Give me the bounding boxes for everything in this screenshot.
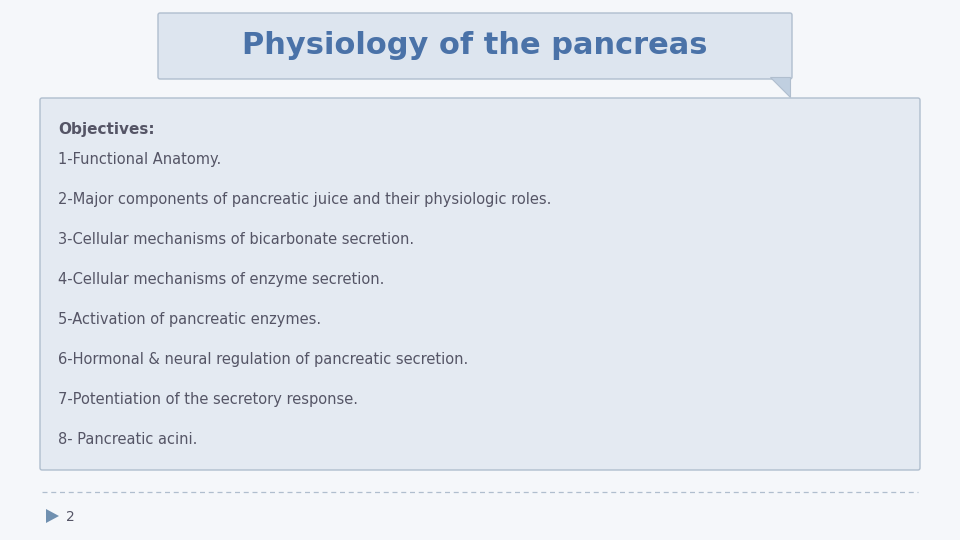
Text: 4-Cellular mechanisms of enzyme secretion.: 4-Cellular mechanisms of enzyme secretio…: [58, 272, 384, 287]
Polygon shape: [46, 509, 59, 523]
Text: 3-Cellular mechanisms of bicarbonate secretion.: 3-Cellular mechanisms of bicarbonate sec…: [58, 232, 414, 247]
Text: 2-Major components of pancreatic juice and their physiologic roles.: 2-Major components of pancreatic juice a…: [58, 192, 551, 207]
Text: Objectives:: Objectives:: [58, 122, 155, 137]
Text: 7-Potentiation of the secretory response.: 7-Potentiation of the secretory response…: [58, 392, 358, 407]
Text: 1-Functional Anatomy.: 1-Functional Anatomy.: [58, 152, 221, 167]
Polygon shape: [770, 77, 790, 97]
FancyBboxPatch shape: [40, 98, 920, 470]
FancyBboxPatch shape: [158, 13, 792, 79]
Text: 2: 2: [66, 510, 75, 524]
Text: Physiology of the pancreas: Physiology of the pancreas: [242, 31, 708, 60]
Text: 5-Activation of pancreatic enzymes.: 5-Activation of pancreatic enzymes.: [58, 312, 322, 327]
Text: 8- Pancreatic acini.: 8- Pancreatic acini.: [58, 432, 198, 447]
Text: 6-Hormonal & neural regulation of pancreatic secretion.: 6-Hormonal & neural regulation of pancre…: [58, 352, 468, 367]
